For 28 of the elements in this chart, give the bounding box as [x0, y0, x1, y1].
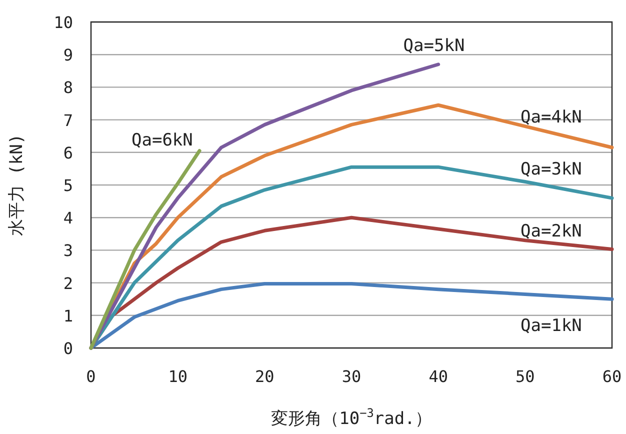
y-tick-label: 8 — [63, 78, 73, 98]
series-label: Qa=5kN — [403, 36, 465, 56]
y-tick-label: 6 — [63, 143, 73, 162]
y-axis-title: 水平力 (kN) — [7, 134, 27, 236]
x-tick-label: 60 — [602, 367, 622, 386]
y-tick-label: 3 — [63, 241, 73, 260]
series-label: Qa=3kN — [520, 160, 582, 180]
y-tick-label: 4 — [63, 208, 73, 228]
y-tick-label: 0 — [63, 339, 73, 358]
x-tick-label: 10 — [168, 367, 188, 386]
x-tick-label: 20 — [255, 367, 274, 386]
line-series — [89, 282, 614, 350]
y-tick-label: 5 — [63, 176, 73, 195]
y-tick-label: 2 — [63, 274, 73, 293]
x-tick-label: 30 — [342, 367, 362, 386]
y-tick-label: 7 — [63, 110, 73, 130]
series-label: Qa=2kN — [520, 222, 582, 242]
series-label: Qa=4kN — [520, 108, 582, 128]
y-tick-label: 1 — [63, 306, 73, 326]
series-label: Qa=6kN — [131, 130, 193, 150]
line-series — [89, 149, 202, 350]
y-tick-label: 10 — [54, 13, 73, 32]
y-tick-label: 9 — [63, 46, 73, 65]
x-tick-label: 50 — [516, 367, 535, 386]
x-axis-title: 変形角（10$^{−3}$rad.） — [271, 406, 432, 429]
series-label: Qa=1kN — [520, 316, 582, 336]
x-tick-label: 40 — [428, 367, 448, 386]
x-tick-label: 0 — [86, 367, 96, 386]
